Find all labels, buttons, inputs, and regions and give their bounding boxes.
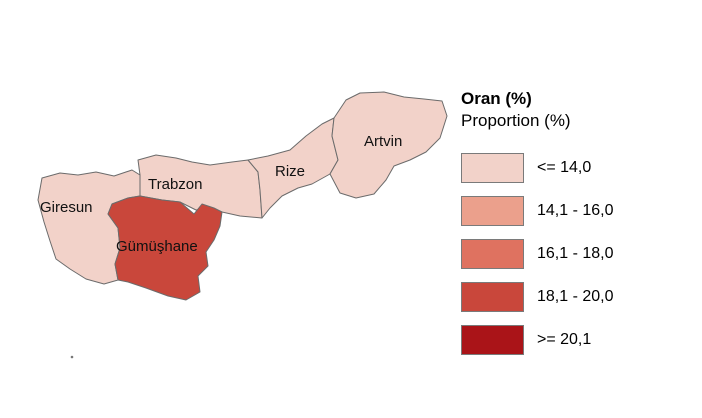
legend-item: 16,1 - 18,0: [461, 238, 691, 270]
legend-title: Oran (%): [461, 89, 532, 108]
legend-label: >= 20,1: [537, 331, 592, 348]
stray-dot: [70, 355, 74, 359]
province-artvin: [329, 91, 448, 199]
label-giresun: Giresun: [40, 199, 93, 216]
legend-label: 16,1 - 18,0: [537, 245, 614, 262]
label-rize: Rize: [275, 163, 305, 180]
legend-swatch: [461, 239, 524, 269]
province-gumushane: [107, 195, 223, 301]
label-gumushane: Gümüşhane: [116, 238, 198, 255]
legend-label: 14,1 - 16,0: [537, 202, 614, 219]
legend-label: <= 14,0: [537, 159, 592, 176]
legend-label: 18,1 - 20,0: [537, 288, 614, 305]
legend-item: 14,1 - 16,0: [461, 195, 691, 227]
label-artvin: Artvin: [364, 133, 402, 150]
legend-item: 18,1 - 20,0: [461, 281, 691, 313]
legend-swatch: [461, 153, 524, 183]
legend-subtitle: Proportion (%): [461, 111, 571, 130]
legend-item: >= 20,1: [461, 324, 691, 356]
label-trabzon: Trabzon: [148, 176, 202, 193]
legend-item: <= 14,0: [461, 152, 691, 184]
map-legend: Oran (%) Proportion (%) <= 14,0 14,1 - 1…: [461, 88, 691, 367]
legend-swatch: [461, 282, 524, 312]
legend-swatch: [461, 325, 524, 355]
legend-swatch: [461, 196, 524, 226]
